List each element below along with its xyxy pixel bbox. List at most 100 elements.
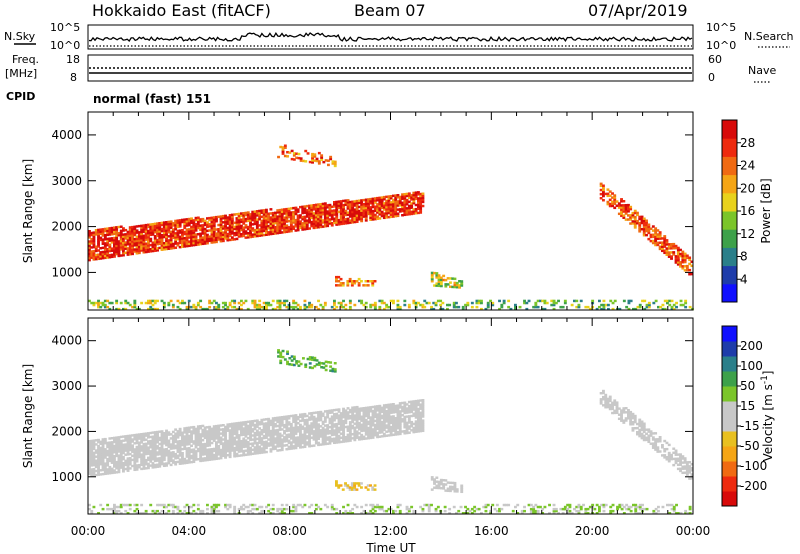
power-cell <box>178 307 182 311</box>
velocity-cell <box>419 425 423 429</box>
velocity-cell <box>144 461 148 464</box>
power-cell <box>675 305 678 309</box>
velocity-cell <box>246 447 250 450</box>
velocity-cell <box>258 441 262 444</box>
velocity-cell <box>249 432 252 435</box>
power-cell <box>500 303 504 307</box>
velocity-cell <box>271 437 275 441</box>
power-cell <box>167 301 171 305</box>
power-cell <box>371 197 375 201</box>
velocity-cell <box>183 439 187 442</box>
power-cell <box>113 230 116 234</box>
velocity-cell <box>348 512 352 515</box>
velocity-cell <box>233 436 237 440</box>
velocity-cell <box>310 424 314 427</box>
power-cell <box>221 214 225 218</box>
velocity-cell <box>355 418 359 421</box>
power-cell <box>292 217 296 220</box>
power-cell <box>323 202 327 205</box>
power-cell <box>358 209 361 213</box>
power-cell <box>410 202 414 205</box>
power-cell <box>156 232 159 236</box>
power-cell <box>412 200 416 203</box>
velocity-cell <box>90 468 94 471</box>
velocity-cell <box>237 454 241 457</box>
power-cell <box>658 231 662 234</box>
power-cell <box>410 198 414 201</box>
velocity-cell <box>97 455 100 458</box>
power-cell <box>113 238 116 242</box>
power-cell <box>249 217 252 220</box>
power-cell <box>636 219 639 223</box>
velocity-cell <box>124 435 128 438</box>
velocity-cell <box>230 445 234 448</box>
velocity-cell <box>520 509 524 513</box>
velocity-cell <box>389 429 393 433</box>
power-cell <box>335 217 339 220</box>
velocity-cell <box>101 464 105 468</box>
velocity-cell <box>178 431 182 435</box>
velocity-cell <box>294 424 298 427</box>
power-cell <box>396 305 400 309</box>
power-cell <box>296 218 300 222</box>
velocity-cell <box>265 440 268 444</box>
power-cell <box>414 207 418 211</box>
velocity-cell <box>362 411 366 414</box>
velocity-cell <box>97 438 100 442</box>
power-cell <box>265 219 268 222</box>
power-cell <box>226 307 230 311</box>
power-cell <box>371 216 375 219</box>
power-cell <box>486 303 490 307</box>
power-cell <box>101 232 105 235</box>
velocity-cell <box>244 443 248 446</box>
velocity-cell <box>362 435 366 439</box>
power-cell <box>633 220 637 223</box>
velocity-cell <box>475 507 479 511</box>
velocity-cell <box>554 509 558 513</box>
power-cell <box>401 193 404 196</box>
power-cell <box>346 221 350 225</box>
power-cell <box>208 299 212 303</box>
power-cell <box>178 229 182 232</box>
power-colorbar-swatch <box>722 265 737 285</box>
power-cell <box>203 229 207 233</box>
velocity-cell <box>280 424 284 427</box>
power-cell <box>380 212 384 216</box>
velocity-cell <box>142 434 146 438</box>
power-cell <box>151 241 155 244</box>
velocity-cell <box>124 467 128 471</box>
velocity-cell <box>99 456 103 460</box>
velocity-cell <box>321 428 325 432</box>
velocity-cell <box>373 419 377 423</box>
power-cell <box>323 208 327 211</box>
power-cell <box>258 303 262 307</box>
power-cell <box>101 238 105 241</box>
power-cell <box>221 221 225 224</box>
power-cell <box>249 219 252 222</box>
power-cell <box>240 233 243 236</box>
power-cell <box>151 249 155 253</box>
velocity-cell <box>153 431 157 434</box>
velocity-cell <box>208 440 212 443</box>
power-cell <box>201 217 205 221</box>
power-cell <box>267 218 271 222</box>
power-cell <box>185 244 189 248</box>
power-cell <box>128 251 132 254</box>
power-cell <box>285 224 289 227</box>
power-cell <box>156 234 159 238</box>
velocity-cell <box>303 431 307 434</box>
velocity-cell <box>103 472 107 476</box>
velocity-cell <box>251 503 255 507</box>
power-cell <box>199 236 203 240</box>
velocity-cell <box>203 434 207 438</box>
power-cell <box>133 237 137 241</box>
power-cell <box>299 226 302 229</box>
power-cell <box>491 301 495 305</box>
nsky-trace <box>88 31 693 47</box>
power-cell <box>398 305 402 309</box>
power-cell <box>337 284 341 287</box>
power-cell <box>460 282 464 285</box>
velocity-cell <box>367 426 370 430</box>
velocity-cell <box>326 409 330 413</box>
velocity-cell <box>249 430 252 433</box>
